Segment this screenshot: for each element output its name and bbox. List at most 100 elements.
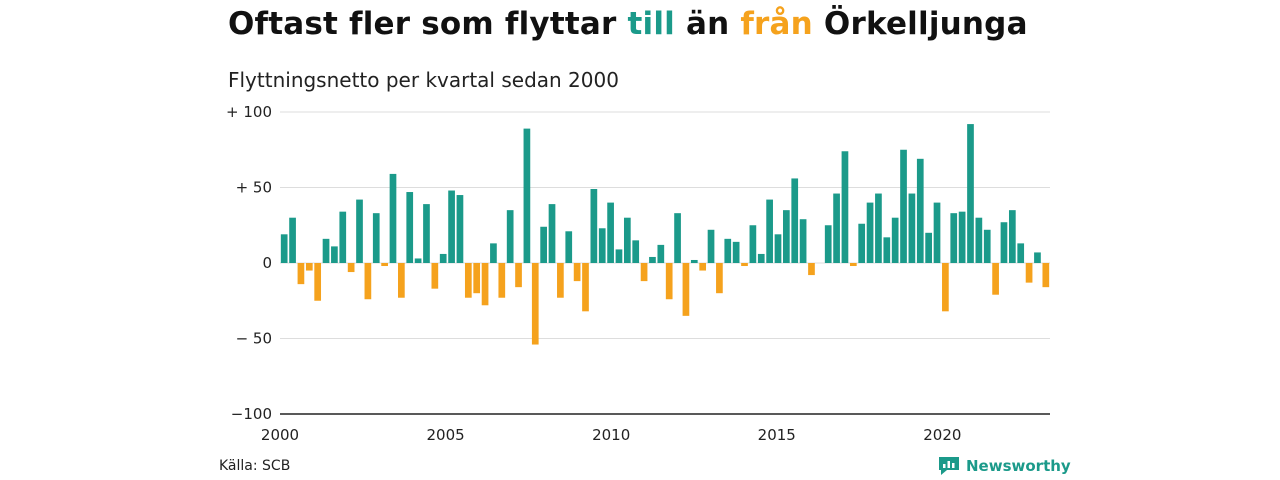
bar-negative	[398, 263, 405, 298]
bar-positive	[339, 211, 347, 263]
bar-negative	[1042, 263, 1050, 288]
bar-negative	[347, 263, 355, 273]
bar-positive	[983, 229, 991, 263]
x-tick-label: 2000	[261, 426, 299, 444]
brand-name: Newsworthy	[966, 457, 1071, 475]
bar-negative	[640, 263, 648, 282]
y-tick-label: − 50	[236, 330, 272, 348]
bar-positive	[280, 234, 288, 263]
bar-positive	[925, 232, 932, 263]
bar-positive	[548, 204, 556, 263]
bar-negative	[381, 263, 388, 267]
bar-positive	[523, 128, 531, 263]
bar-positive	[490, 243, 497, 263]
bar-positive	[950, 213, 958, 263]
bar-negative	[582, 263, 589, 312]
newsworthy-icon	[939, 457, 959, 475]
bar-positive	[883, 237, 891, 263]
bar-negative	[364, 263, 372, 300]
bar-negative	[992, 263, 999, 295]
bar-negative	[431, 263, 439, 289]
bar-positive	[322, 238, 330, 263]
bar-positive	[356, 199, 363, 263]
bar-positive	[649, 256, 656, 263]
bar-negative	[531, 263, 539, 345]
bar-positive	[506, 210, 514, 263]
bar-positive	[389, 173, 397, 263]
bar-positive	[749, 225, 757, 263]
chart-title: Oftast fler som flyttar till än från Örk…	[228, 6, 1028, 42]
bar-positive	[590, 189, 598, 263]
bar-positive	[833, 193, 840, 263]
bar-positive	[565, 231, 573, 263]
x-tick-label: 2005	[426, 426, 464, 444]
bar-positive	[866, 202, 874, 263]
bar-positive	[757, 253, 765, 263]
bar-negative	[942, 263, 949, 312]
bar-positive	[1034, 252, 1041, 263]
x-tick-label: 2010	[592, 426, 630, 444]
bar-positive	[933, 202, 941, 263]
bar-positive	[791, 178, 799, 263]
y-tick-label: 0	[262, 254, 272, 272]
bar-positive	[799, 219, 807, 263]
bar-positive	[423, 204, 430, 263]
bar-negative	[849, 263, 857, 267]
bar-positive	[900, 149, 907, 263]
title-post: Örkelljunga	[812, 6, 1028, 42]
bar-positive	[540, 226, 547, 263]
bar-positive	[766, 199, 773, 263]
bar-negative	[515, 263, 522, 288]
bar-positive	[657, 244, 665, 263]
bar-negative	[498, 263, 506, 298]
bar-negative	[1025, 263, 1033, 283]
bar-positive	[1008, 210, 1016, 263]
bar-positive	[967, 124, 974, 263]
y-tick-label: + 50	[236, 179, 272, 197]
y-tick-label: + 100	[226, 103, 272, 121]
bar-negative	[464, 263, 472, 298]
bar-negative	[682, 263, 690, 316]
bar-positive	[372, 213, 380, 263]
bar-positive	[908, 193, 916, 263]
bar-negative	[481, 263, 489, 306]
bar-positive	[783, 210, 790, 263]
bar-positive	[289, 217, 296, 263]
bar-positive	[824, 225, 832, 263]
bar-positive	[456, 195, 464, 263]
chart-subtitle: Flyttningsnetto per kvartal sedan 2000	[228, 68, 619, 92]
bar-positive	[1017, 243, 1025, 263]
y-tick-label: −100	[231, 405, 272, 423]
bar-positive	[732, 241, 740, 263]
bar-positive	[598, 228, 606, 263]
bar-positive	[1000, 222, 1008, 263]
bar-positive	[607, 202, 614, 263]
bar-positive	[623, 217, 631, 263]
bar-positive	[632, 240, 640, 263]
bar-positive	[414, 258, 422, 263]
bar-negative	[314, 263, 322, 301]
bar-negative	[305, 263, 313, 271]
bar-negative	[473, 263, 481, 294]
bar-positive	[331, 246, 338, 263]
bar-negative	[297, 263, 305, 285]
bar-positive	[875, 193, 882, 263]
bar-negative	[716, 263, 723, 294]
bar-negative	[699, 263, 707, 271]
bar-positive	[690, 259, 698, 263]
newsworthy-logo: Newsworthy	[938, 456, 1071, 476]
title-pre: Oftast fler som flyttar	[228, 6, 628, 42]
bar-positive	[958, 211, 966, 263]
bar-positive	[975, 217, 983, 263]
bar-negative	[808, 263, 815, 276]
bar-negative	[573, 263, 581, 282]
title-out-word: från	[740, 6, 813, 42]
source-label: Källa: SCB	[219, 458, 291, 474]
bar-negative	[557, 263, 564, 298]
bar-positive	[439, 253, 447, 263]
bar-negative	[741, 263, 748, 267]
bar-negative	[665, 263, 673, 300]
bar-positive	[891, 217, 899, 263]
bar-positive	[448, 190, 455, 263]
